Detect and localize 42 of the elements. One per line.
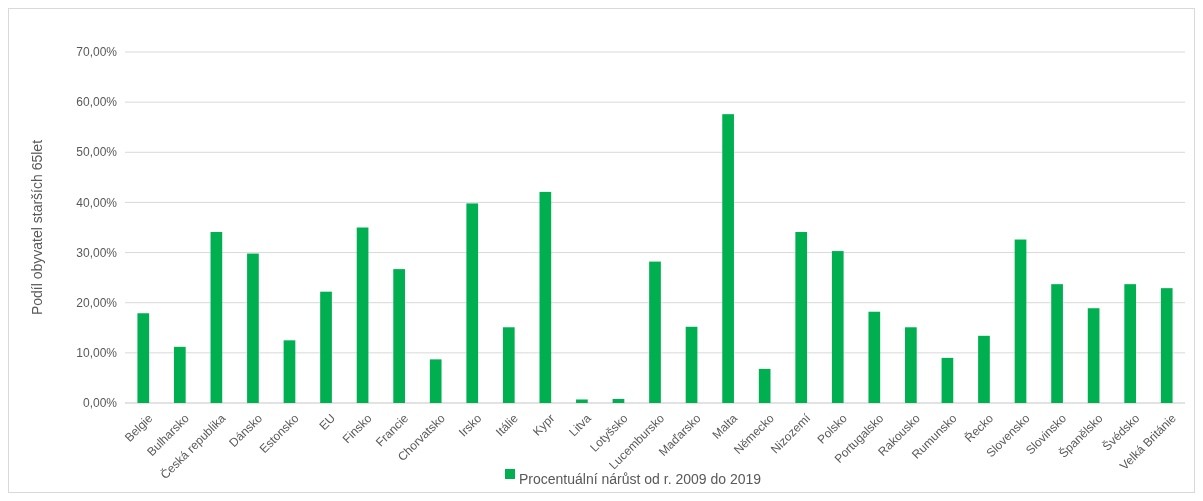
bar (210, 232, 223, 403)
y-tick-label: 40,00% (76, 195, 118, 210)
bar (795, 232, 808, 403)
bar (137, 313, 150, 403)
bar (868, 311, 881, 403)
x-tick-label: EU (316, 411, 339, 433)
bar (1087, 308, 1100, 403)
bar (466, 203, 479, 403)
y-tick-label: 30,00% (76, 245, 118, 260)
bar (1051, 284, 1063, 403)
y-tick-label: 10,00% (76, 346, 118, 361)
bar (722, 114, 734, 403)
y-tick-label: 20,00% (76, 295, 118, 310)
bar (1160, 288, 1173, 403)
bar (429, 359, 442, 403)
bar (612, 398, 625, 403)
bar (502, 327, 515, 403)
bar (758, 368, 771, 403)
bar (685, 326, 698, 403)
x-tick-label: Itálie (493, 410, 522, 439)
bar (283, 340, 296, 403)
bar (1124, 284, 1137, 403)
x-tick-label: Litva (566, 410, 595, 439)
bar (247, 253, 259, 403)
bar (831, 251, 844, 403)
y-tick-label: 70,00% (76, 45, 118, 60)
bar (649, 261, 661, 403)
bar (1014, 239, 1027, 403)
bar (173, 346, 186, 403)
y-tick-label: 60,00% (76, 95, 118, 110)
y-axis-title: Podíl obyvatel starších 65let (29, 139, 45, 316)
y-tick-label: 50,00% (76, 145, 118, 160)
bar (320, 291, 332, 403)
y-tick-label: 0,00% (82, 396, 118, 411)
bar (356, 227, 369, 403)
bar (978, 335, 990, 403)
legend-label: Procentuální nárůst od r. 2009 do 2019 (519, 470, 762, 487)
bar (539, 191, 552, 403)
bar (941, 357, 954, 403)
bar (393, 269, 405, 403)
bar (905, 327, 917, 403)
bar (576, 399, 588, 403)
